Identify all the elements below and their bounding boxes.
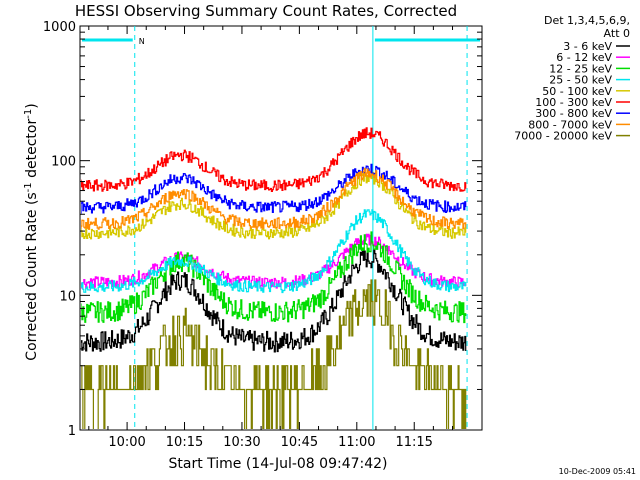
legend-label: 7000 - 20000 keV [514,130,612,143]
series-line [81,279,467,429]
y-tick-label: 10 [59,289,76,304]
legend-label: 800 - 7000 keV [528,118,612,131]
series-line [81,231,467,324]
series-line [81,209,467,294]
x-tick-label: 11:15 [395,435,432,450]
series-layer [81,127,467,429]
x-tick-label: 10:15 [166,435,203,450]
series-line [81,127,467,192]
axes: 10:00 10:15 10:30 10:45 11:00 11:15 1 10 100 1000 [43,20,482,450]
footer-timestamp: 10-Dec-2009 05:41 [559,467,636,476]
legend-label: 6 - 12 keV [556,51,612,64]
legend-header-line1: Det 1,3,4,5,6,9, [544,14,630,27]
x-axis-label: Start Time (14-Jul-08 09:47:42) [168,456,387,472]
legend-label: 25 - 50 keV [549,74,612,87]
y-tick-label: 1 [68,424,76,439]
x-tick-label: 10:30 [223,435,260,450]
y-tick-label: 1000 [43,20,76,35]
x-tick-label: 11:00 [338,435,375,450]
x-tick-label: 10:45 [281,435,318,450]
y-tick-label: 100 [51,155,76,170]
legend-label: 300 - 800 keV [535,107,612,120]
x-tick-label: 10:00 [108,435,145,450]
night-markers: N [82,26,480,430]
legend-label: 50 - 100 keV [542,85,612,98]
chart-title: HESSI Observing Summary Count Rates, Cor… [75,2,457,20]
series-line [81,171,467,240]
plot-frame [79,25,483,431]
legend-label: 100 - 300 keV [535,96,612,109]
series-line [81,167,467,230]
y-axis-label: Corrected Count Rate (s-1 detector-1) [23,103,41,360]
night-marker-label: N [139,37,145,46]
series-line [81,163,467,214]
legend-header-line2: Att 0 [604,27,630,40]
legend-label: 3 - 6 keV [563,40,612,53]
series-line [81,248,467,353]
legend-label: 12 - 25 keV [549,62,612,75]
